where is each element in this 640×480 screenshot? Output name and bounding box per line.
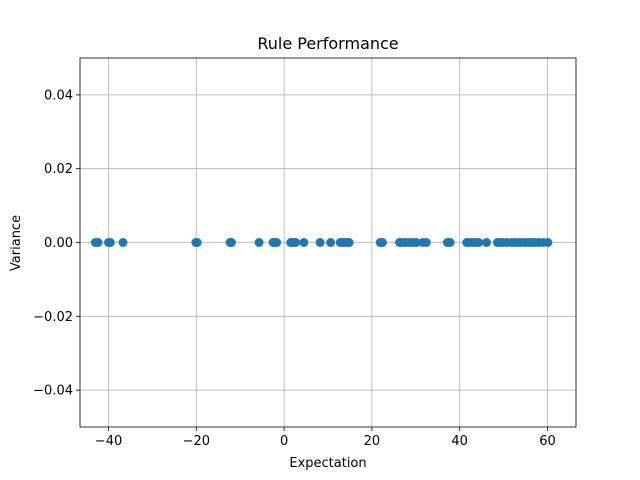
data-point [105, 238, 115, 247]
data-point [118, 238, 128, 247]
points-layer [90, 238, 553, 247]
y-tick-label: 0.02 [44, 162, 73, 177]
y-tick-label: 0.00 [44, 236, 73, 251]
chart-title: Rule Performance [257, 34, 398, 53]
data-point [192, 238, 202, 247]
data-point [326, 238, 336, 247]
y-axis-title: Variance [9, 215, 24, 271]
data-point [344, 238, 354, 247]
data-point [411, 238, 421, 247]
data-point [272, 238, 282, 247]
data-point [93, 238, 103, 247]
data-point [254, 238, 264, 247]
ticks-layer: −40 −20 0 20 40 60 −0.04 −0.02 0.00 0.02 0.04 [33, 88, 556, 449]
x-tick-label: −20 [183, 434, 210, 449]
data-point [226, 238, 236, 247]
y-tick-label: −0.04 [33, 384, 73, 399]
data-point [291, 238, 301, 247]
y-tick-label: 0.04 [44, 88, 73, 103]
data-point [377, 238, 387, 247]
data-point [421, 238, 431, 247]
data-point [299, 238, 309, 247]
x-tick-label: 0 [280, 434, 288, 449]
y-tick-label: −0.02 [33, 310, 73, 325]
x-tick-label: 60 [539, 434, 556, 449]
x-axis-title: Expectation [289, 456, 366, 471]
data-point [445, 238, 455, 247]
data-point [481, 238, 491, 247]
x-tick-label: 40 [451, 434, 468, 449]
x-tick-label: 20 [364, 434, 381, 449]
x-tick-label: −40 [95, 434, 122, 449]
data-point [543, 238, 553, 247]
data-point [474, 238, 484, 247]
data-point [315, 238, 325, 247]
